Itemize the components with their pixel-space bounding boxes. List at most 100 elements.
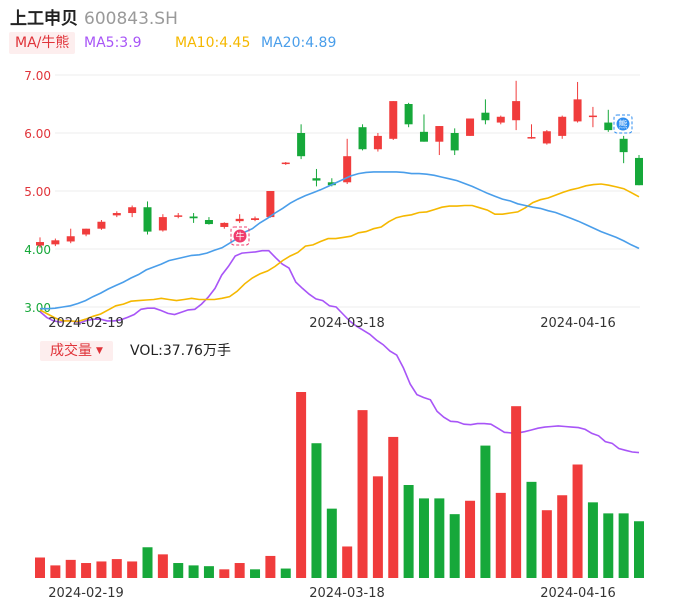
volume-bar <box>50 565 61 578</box>
volume-bar <box>234 563 245 578</box>
candle <box>297 124 306 160</box>
volume-bar <box>111 559 122 578</box>
candle <box>389 101 398 140</box>
candle <box>588 106 597 128</box>
candle <box>66 228 75 244</box>
bear-badge-icon: 熊 <box>613 114 633 134</box>
candle <box>312 168 321 187</box>
volume-bar <box>372 476 383 578</box>
volume-bar <box>618 513 629 578</box>
svg-text:熊: 熊 <box>618 119 627 131</box>
candle <box>128 205 137 218</box>
candle-body <box>51 240 60 245</box>
candle <box>97 220 106 230</box>
candle <box>143 201 152 235</box>
candle <box>404 102 413 128</box>
candle <box>189 213 198 223</box>
stock-header: 上工申贝 600843.SH <box>10 4 178 29</box>
candle <box>51 238 60 247</box>
candle-body <box>327 182 336 186</box>
volume-bar <box>96 561 107 578</box>
x-tick-label: 2024-02-19 <box>48 586 124 601</box>
volume-bar <box>603 513 614 578</box>
volume-bar <box>280 568 291 578</box>
candle-body <box>174 215 183 217</box>
candle-body <box>588 115 597 118</box>
candle <box>604 109 613 132</box>
ma-selector-button[interactable]: MA/牛熊 <box>9 32 76 54</box>
candle-body <box>112 213 121 216</box>
candle-body <box>481 112 490 121</box>
candle-body <box>235 218 244 222</box>
volume-bar <box>65 559 76 578</box>
candle-body <box>450 133 459 151</box>
volume-bar <box>250 569 261 578</box>
volume-value: VOL:37.76万手 <box>130 343 231 359</box>
candle-body <box>389 101 398 139</box>
svg-text:牛: 牛 <box>235 231 244 243</box>
candle <box>619 135 628 164</box>
x-tick-label: 2024-03-18 <box>309 586 385 601</box>
candle-body <box>466 118 475 136</box>
volume-bar <box>418 498 429 578</box>
candle <box>36 237 44 248</box>
volume-bar <box>495 492 506 578</box>
candle <box>82 228 91 237</box>
volume-bar <box>541 510 552 578</box>
candle-body <box>619 138 628 153</box>
ma10-line <box>39 183 640 323</box>
volume-bar <box>465 500 476 578</box>
candle-body <box>297 133 306 157</box>
candle-body <box>251 218 260 220</box>
candle <box>542 130 551 145</box>
candle <box>435 126 444 156</box>
candle-body <box>281 162 290 165</box>
volume-bar <box>388 436 399 578</box>
candle-body <box>82 228 91 235</box>
candle <box>450 128 459 156</box>
candle <box>512 80 521 131</box>
candle-body <box>435 126 444 142</box>
candle-body <box>36 242 44 246</box>
candle-body <box>358 127 367 150</box>
volume-bar <box>127 561 138 578</box>
candle-body <box>604 122 613 131</box>
volume-bar <box>526 481 537 578</box>
candle-body <box>128 207 137 214</box>
candle-body <box>189 216 198 219</box>
candle <box>481 99 490 125</box>
candle-body <box>158 217 167 231</box>
candle-body <box>66 236 75 242</box>
volume-bar <box>311 443 322 578</box>
volume-bar <box>557 495 568 578</box>
x-tick-label: 2024-04-16 <box>540 316 616 331</box>
y-tick-label: 6.00 <box>24 127 51 141</box>
candle <box>343 138 352 185</box>
candle <box>635 155 643 186</box>
candle-body <box>266 191 275 218</box>
volume-bar <box>188 565 199 578</box>
candle <box>496 115 505 125</box>
volume-bar <box>634 521 644 578</box>
volume-bar <box>434 498 445 578</box>
volume-indicator-label: 成交量 <box>50 343 92 359</box>
candle-body <box>97 221 106 229</box>
candle <box>158 214 167 232</box>
bull-badge-icon: 牛 <box>230 226 250 246</box>
candle <box>251 216 260 222</box>
ma10-value: MA10:4.45 <box>175 35 251 51</box>
candle <box>573 81 582 123</box>
x-tick-label: 2024-03-18 <box>309 316 385 331</box>
volume-bar <box>35 557 45 578</box>
candle-body <box>143 207 152 232</box>
y-tick-label: 7.00 <box>24 69 51 83</box>
candle-body <box>343 156 352 183</box>
volume-indicator-button[interactable]: 成交量 ▼ <box>40 341 113 361</box>
candle <box>281 162 290 165</box>
ma5-value: MA5:3.9 <box>84 35 142 51</box>
candle-body <box>635 157 643 186</box>
candle <box>358 124 367 151</box>
volume-bar <box>449 514 460 578</box>
volume-bar <box>357 410 368 578</box>
